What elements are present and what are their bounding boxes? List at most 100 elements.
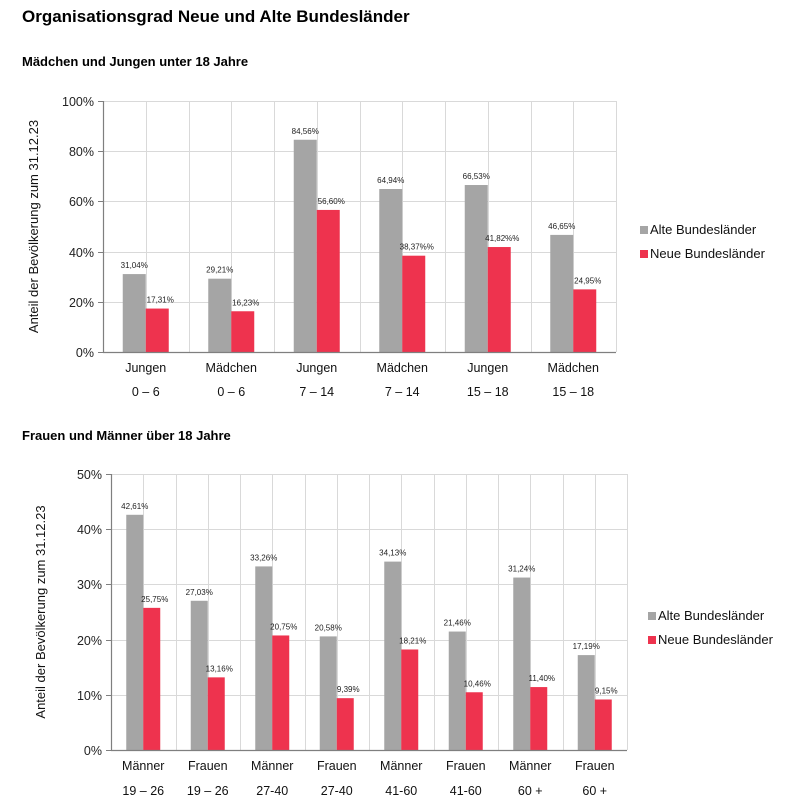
legend-swatch-alte (648, 612, 656, 620)
data-label: 31,04% (121, 261, 148, 270)
category-label-group: Frauen (446, 759, 486, 773)
bar-alte (255, 566, 273, 750)
bar-neue (316, 209, 340, 352)
category-label-age: 0 – 6 (132, 385, 160, 399)
y-axis-label: Anteil der Bevölkerung zum 31.12.23 (33, 505, 48, 718)
category-label-group: Frauen (575, 759, 615, 773)
bar-alte (293, 139, 317, 352)
bar-neue (145, 308, 169, 352)
bar-alte (208, 278, 232, 352)
data-label: 20,75% (270, 622, 297, 631)
legend-label-alte: Alte Bundesländer (650, 222, 757, 237)
data-label: 13,16% (206, 664, 233, 673)
bar-neue (573, 289, 597, 352)
bar-neue (402, 255, 426, 352)
data-label: 11,40% (528, 674, 555, 683)
data-label: 18,21% (399, 636, 426, 645)
bar-alte (126, 514, 144, 750)
bar-alte (550, 234, 574, 352)
data-label: 16,23% (232, 298, 259, 307)
category-label-age: 15 – 18 (552, 385, 594, 399)
category-label-group: Mädchen (377, 361, 428, 375)
bar-alte (513, 577, 531, 750)
y-tick-label: 10% (77, 689, 102, 703)
category-label-age: 60 + (582, 784, 607, 798)
y-tick-label: 20% (69, 296, 94, 310)
data-label: 46,65% (548, 222, 575, 231)
data-label: 9,39% (337, 685, 360, 694)
bar-neue (530, 687, 548, 750)
y-tick-label: 30% (77, 578, 102, 592)
legend-label-neue: Neue Bundesländer (658, 632, 774, 647)
category-label-age: 41-60 (385, 784, 417, 798)
category-label-age: 0 – 6 (217, 385, 245, 399)
category-label-age: 27-40 (256, 784, 288, 798)
bar-neue (401, 649, 419, 750)
data-label: 21,46% (444, 619, 471, 628)
y-tick-label: 0% (84, 744, 102, 758)
data-label: 25,75% (141, 595, 168, 604)
legend-label-alte: Alte Bundesländer (658, 608, 765, 623)
bar-alte (190, 600, 208, 750)
data-label: 17,19% (573, 642, 600, 651)
y-tick-label: 20% (77, 634, 102, 648)
bar-alte (464, 185, 488, 352)
category-label-group: Frauen (317, 759, 357, 773)
data-label: 24,95% (574, 276, 601, 285)
legend-label-neue: Neue Bundesländer (650, 246, 766, 261)
y-tick-label: 0% (76, 346, 94, 360)
category-label-age: 27-40 (321, 784, 353, 798)
bar-neue (231, 311, 255, 352)
chart-2-title: Frauen und Männer über 18 Jahre (22, 428, 231, 443)
category-label-group: Jungen (125, 361, 166, 375)
bar-neue (465, 692, 483, 750)
y-tick-label: 40% (77, 523, 102, 537)
category-label-age: 15 – 18 (467, 385, 509, 399)
category-label-group: Mädchen (206, 361, 257, 375)
legend-swatch-alte (640, 226, 648, 234)
data-label: 27,03% (186, 588, 213, 597)
y-tick-label: 50% (77, 468, 102, 482)
bar-neue (487, 247, 511, 352)
bar-alte (122, 274, 146, 352)
category-label-group: Jungen (296, 361, 337, 375)
bar-neue (272, 635, 290, 750)
data-label: 29,21% (206, 266, 233, 275)
y-tick-label: 80% (69, 145, 94, 159)
bar-neue (143, 607, 161, 750)
category-label-group: Mädchen (548, 361, 599, 375)
bar-alte (448, 631, 466, 750)
data-label: 10,46% (464, 679, 491, 688)
data-label: 41,82%% (485, 234, 519, 243)
category-label-group: Männer (251, 759, 293, 773)
category-label-group: Jungen (467, 361, 508, 375)
category-label-age: 19 – 26 (122, 784, 164, 798)
category-label-age: 41-60 (450, 784, 482, 798)
y-axis-label: Anteil der Bevölkerung zum 31.12.23 (26, 120, 41, 333)
bar-alte (319, 636, 337, 750)
category-label-group: Männer (380, 759, 422, 773)
data-label: 66,53% (463, 172, 490, 181)
bar-neue (594, 699, 612, 750)
data-label: 34,13% (379, 549, 406, 558)
y-tick-label: 100% (62, 95, 94, 109)
page-title: Organisationsgrad Neue und Alte Bundeslä… (22, 7, 410, 26)
bar-alte (384, 561, 402, 750)
category-label-age: 7 – 14 (385, 385, 420, 399)
data-label: 56,60% (318, 197, 345, 206)
data-label: 9,15% (595, 686, 618, 695)
chart-1-title: Mädchen und Jungen unter 18 Jahre (22, 54, 249, 69)
data-label: 64,94% (377, 176, 404, 185)
category-label-group: Männer (509, 759, 551, 773)
bar-neue (207, 677, 225, 750)
data-label: 33,26% (250, 553, 277, 562)
data-label: 84,56% (292, 127, 319, 136)
category-label-age: 19 – 26 (187, 784, 229, 798)
data-label: 42,61% (121, 502, 148, 511)
bar-alte (379, 189, 403, 352)
category-label-age: 60 + (518, 784, 543, 798)
category-label-age: 7 – 14 (299, 385, 334, 399)
y-tick-label: 40% (69, 246, 94, 260)
